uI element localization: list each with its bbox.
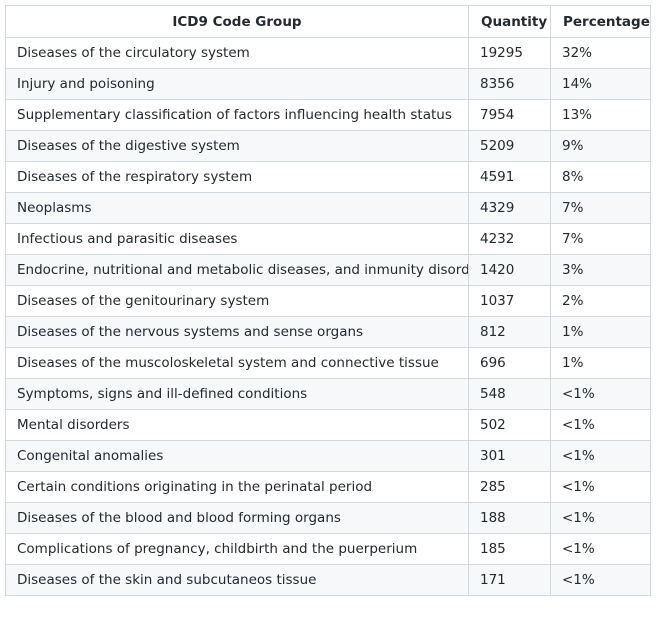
cell-code-group: Injury and poisoning [5,68,469,100]
cell-quantity: 4591 [468,161,551,193]
cell-percentage: <1% [550,533,651,565]
table-row: Injury and poisoning 8356 14% [5,68,651,100]
cell-code-group: Infectious and parasitic diseases [5,223,469,255]
cell-quantity: 696 [468,347,551,379]
cell-percentage: 14% [550,68,651,100]
cell-code-group: Diseases of the nervous systems and sens… [5,316,469,348]
cell-code-group: Supplementary classification of factors … [5,99,469,131]
cell-percentage: 8% [550,161,651,193]
table-row: Mental disorders 502 <1% [5,409,651,441]
cell-code-group: Congenital anomalies [5,440,469,472]
table-body: Diseases of the circulatory system 19295 3… [5,37,651,596]
table-row: Diseases of the genitourinary system 1037… [5,285,651,317]
table-row: Supplementary classification of factors … [5,99,651,131]
cell-quantity: 8356 [468,68,551,100]
cell-code-group: Diseases of the blood and blood forming … [5,502,469,534]
table-row: Endocrine, nutritional and metabolic dis… [5,254,651,286]
cell-code-group: Neoplasms [5,192,469,224]
cell-percentage: <1% [550,502,651,534]
table-row: Diseases of the digestive system 5209 9% [5,130,651,162]
table-row: Diseases of the skin and subcutaneos tis… [5,564,651,596]
cell-quantity: 285 [468,471,551,503]
cell-percentage: 13% [550,99,651,131]
header-icd9-code-group: ICD9 Code Group [5,5,469,38]
cell-quantity: 19295 [468,37,551,69]
header-row: ICD9 Code Group Quantity Percentage [5,5,651,38]
cell-quantity: 171 [468,564,551,596]
cell-code-group: Diseases of the skin and subcutaneos tis… [5,564,469,596]
table-row: Congenital anomalies 301 <1% [5,440,651,472]
header-quantity: Quantity [468,5,551,38]
cell-percentage: 9% [550,130,651,162]
cell-quantity: 812 [468,316,551,348]
cell-quantity: 5209 [468,130,551,162]
table-row: Symptoms, signs and ill-defined conditio… [5,378,651,410]
cell-percentage: 7% [550,192,651,224]
cell-quantity: 1037 [468,285,551,317]
cell-percentage: 1% [550,316,651,348]
cell-percentage: <1% [550,471,651,503]
cell-code-group: Diseases of the circulatory system [5,37,469,69]
cell-code-group: Symptoms, signs and ill-defined conditio… [5,378,469,410]
cell-quantity: 4232 [468,223,551,255]
cell-code-group: Complications of pregnancy, childbirth a… [5,533,469,565]
cell-percentage: 1% [550,347,651,379]
table-header: ICD9 Code Group Quantity Percentage [5,5,651,38]
cell-percentage: <1% [550,409,651,441]
cell-quantity: 188 [468,502,551,534]
cell-code-group: Diseases of the genitourinary system [5,285,469,317]
table-row: Neoplasms 4329 7% [5,192,651,224]
cell-percentage: 3% [550,254,651,286]
table-row: Complications of pregnancy, childbirth a… [5,533,651,565]
table-row: Diseases of the nervous systems and sens… [5,316,651,348]
cell-quantity: 185 [468,533,551,565]
icd9-table-container: ICD9 Code Group Quantity Percentage Dise… [5,5,651,596]
cell-percentage: 7% [550,223,651,255]
table-row: Diseases of the muscoloskeletal system a… [5,347,651,379]
table-row: Infectious and parasitic diseases 4232 7% [5,223,651,255]
header-percentage: Percentage [550,5,651,38]
cell-code-group: Diseases of the digestive system [5,130,469,162]
cell-code-group: Diseases of the muscoloskeletal system a… [5,347,469,379]
cell-quantity: 502 [468,409,551,441]
cell-quantity: 1420 [468,254,551,286]
cell-code-group: Mental disorders [5,409,469,441]
table-row: Certain conditions originating in the pe… [5,471,651,503]
table-row: Diseases of the blood and blood forming … [5,502,651,534]
table-row: Diseases of the circulatory system 19295 3… [5,37,651,69]
cell-quantity: 7954 [468,99,551,131]
cell-percentage: 2% [550,285,651,317]
icd9-code-group-table: ICD9 Code Group Quantity Percentage Dise… [5,5,651,596]
cell-code-group: Endocrine, nutritional and metabolic dis… [5,254,469,286]
cell-quantity: 301 [468,440,551,472]
cell-quantity: 4329 [468,192,551,224]
cell-code-group: Diseases of the respiratory system [5,161,469,193]
cell-percentage: <1% [550,378,651,410]
table-row: Diseases of the respiratory system 4591 8% [5,161,651,193]
cell-percentage: 32% [550,37,651,69]
cell-code-group: Certain conditions originating in the pe… [5,471,469,503]
cell-percentage: <1% [550,440,651,472]
cell-percentage: <1% [550,564,651,596]
cell-quantity: 548 [468,378,551,410]
